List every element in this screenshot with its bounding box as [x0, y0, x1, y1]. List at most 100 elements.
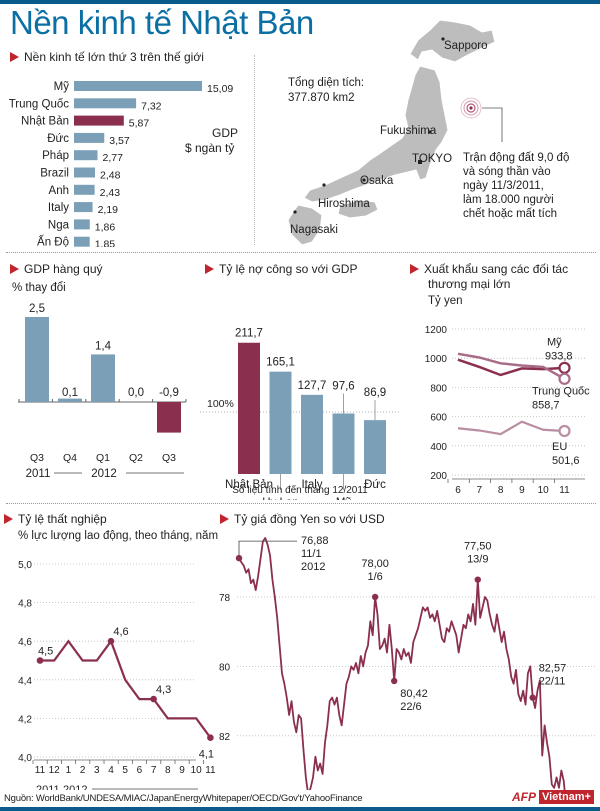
x-tick-label: 11	[559, 485, 570, 495]
y-tick-label: 4,4	[18, 676, 32, 687]
quarterly-gdp-chart: 2,5 Q3 0,1 Q4 1,4 Q1 0,0 Q2 -0,9 Q3 2011 2012	[18, 303, 187, 480]
data-point-marker	[235, 554, 243, 562]
debt-heading: Tỷ lệ nợ công so với GDP	[205, 262, 357, 276]
vietnamplus-logo: Vietnam+	[538, 790, 594, 804]
quake-note-line: làm 18.000 người	[463, 194, 554, 206]
bar-value-label: 1,86	[95, 221, 116, 233]
bar-category-label: Nhật Bản	[21, 116, 69, 128]
data-point-label: 82,57	[539, 663, 567, 675]
series-line	[238, 537, 566, 790]
data-point-marker	[474, 576, 481, 583]
bar-value-label: 1,4	[95, 340, 112, 352]
gdp-ranking-heading-text: Nền kinh tế lớn thứ 3 trên thế giới	[24, 50, 204, 64]
x-tick-label: 1	[66, 765, 72, 776]
quarterly-heading-text: GDP hàng quý	[24, 262, 103, 276]
japan-map	[287, 20, 503, 246]
series-line	[457, 352, 566, 380]
bar-value-label: 2,19	[98, 204, 119, 216]
earthquake-note: Trận động đất 9,0 độ và sóng thần vào ng…	[463, 151, 569, 221]
x-tick-label: 12	[49, 765, 61, 776]
exports-heading: Xuất khẩu sang các đối tác	[410, 262, 568, 276]
x-tick-label: 4	[108, 765, 114, 776]
data-point-label: 77,50	[464, 541, 492, 553]
y-tick-label: 4,8	[18, 599, 32, 610]
debt-heading-text: Tỷ lệ nợ công so với GDP	[219, 262, 358, 276]
honshu	[303, 65, 449, 203]
series-line	[40, 638, 212, 739]
bar	[269, 371, 292, 474]
x-tick-label: 7	[151, 765, 157, 776]
x-tick-label: 9	[179, 765, 185, 776]
x-tick-label: Q1	[96, 452, 110, 464]
bar	[58, 398, 82, 402]
gdp-unit-sublabel: $ ngàn tỷ	[185, 141, 235, 155]
y-tick-label: 4,6	[18, 637, 32, 648]
x-tick-label: 6	[137, 765, 143, 776]
y-tick-label: 200	[430, 471, 447, 482]
section-divider	[6, 503, 596, 504]
unemployment-heading-text: Tỷ lệ thất nghiệp	[18, 512, 107, 526]
y-tick-label: 80	[219, 662, 231, 673]
exports-heading-text: Xuất khẩu sang các đối tác	[424, 262, 569, 276]
x-tick-label: 8	[165, 765, 171, 776]
capital-square-tokyo	[418, 160, 422, 164]
data-point-label: 76,88	[301, 535, 329, 547]
data-point-date: 22/6	[400, 701, 421, 713]
bar-category-label: Brazil	[40, 168, 69, 180]
x-tick-label: 2	[80, 765, 86, 776]
exports-heading-line2: thương mại lớn	[428, 277, 511, 291]
area-value: 377.870 km2	[288, 92, 355, 104]
bar-value-label: 1,85	[95, 239, 116, 247]
bar-value-label: 2,77	[102, 152, 123, 164]
source-note: Nguồn: WorldBank/UNDESA/MIAC/JapanEnergy…	[4, 793, 363, 804]
quake-note-line: ngày 11/3/2011,	[463, 180, 544, 192]
top-border	[0, 0, 600, 4]
bar	[238, 342, 260, 474]
japan-landmass	[287, 20, 496, 246]
divider	[254, 55, 255, 245]
bar-value-label: 2,5	[29, 303, 45, 315]
hokkaido	[409, 20, 496, 63]
kyushu	[287, 204, 323, 246]
y-tick-label: 4,2	[18, 714, 32, 725]
bar-category-label: Mỹ	[54, 81, 70, 93]
afp-logo: AFP	[511, 790, 536, 804]
bar	[74, 202, 93, 213]
bar-value-label: 211,7	[235, 328, 263, 340]
bar	[74, 167, 96, 178]
data-point-label: 4,6	[113, 626, 128, 638]
x-tick-label: 8	[498, 485, 504, 495]
section-divider	[6, 252, 596, 253]
triangle-bullet-icon	[4, 514, 13, 524]
bar-category-label: Ấn Độ	[37, 236, 69, 247]
data-point-marker	[207, 734, 214, 741]
series-name-label: Mỹ	[547, 337, 562, 349]
quarterly-gdp-heading: GDP hàng quý	[10, 262, 103, 276]
x-tick-label: 11	[205, 765, 216, 776]
bar-category-label: Trung Quốc	[9, 98, 70, 110]
bar-value-label: 2,48	[100, 170, 121, 182]
shikoku	[337, 199, 379, 219]
bar-value-label: -0,9	[159, 387, 179, 399]
gdp-ranking-chart: Mỹ 15,09 Trung Quốc 7,32 Nhật Bản 5,87 Đức 3,57…	[9, 81, 233, 247]
yen-heading-text: Tỷ giá đồng Yen so với USD	[234, 512, 385, 526]
bar	[91, 354, 115, 402]
bar-value-label: 2,43	[100, 187, 121, 199]
bar-category-label: Italy	[48, 202, 69, 214]
x-tick-label: Hy Lạp	[262, 497, 298, 500]
series-end-marker	[558, 361, 571, 374]
triangle-bullet-icon	[10, 264, 19, 274]
x-tick-label: Q4	[63, 452, 77, 464]
x-tick-label: Đức	[364, 479, 386, 491]
callout-line	[482, 107, 503, 142]
city-label-tokyo: TOKYO	[412, 153, 453, 165]
gdp-ranking-heading: Nền kinh tế lớn thứ 3 trên thế giới	[10, 50, 204, 64]
city-dot-fukushima	[428, 130, 432, 134]
yen-heading: Tỷ giá đồng Yen so với USD	[220, 512, 385, 526]
city-markers	[293, 37, 445, 214]
x-tick-label: 5	[122, 765, 128, 776]
y-tick-label: 1200	[425, 325, 448, 336]
x-tick-label: 7	[477, 485, 483, 495]
x-tick-label: 10	[538, 485, 550, 495]
